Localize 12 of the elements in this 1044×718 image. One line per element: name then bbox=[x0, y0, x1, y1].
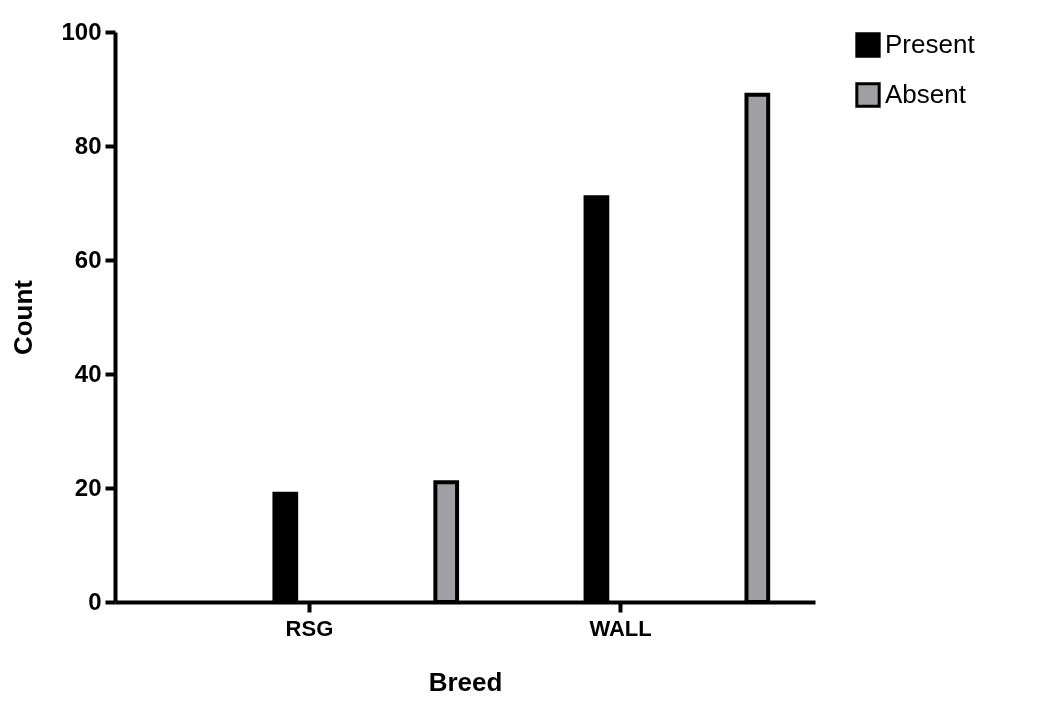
y-axis-title: Count bbox=[8, 279, 39, 356]
legend-label: Present bbox=[885, 29, 976, 59]
y-tick-label: 0 bbox=[88, 587, 102, 615]
x-axis-title: Breed bbox=[428, 666, 503, 697]
y-tick-label: 40 bbox=[74, 359, 102, 387]
y-tick-label: 80 bbox=[74, 131, 102, 159]
legend-label: Absent bbox=[885, 79, 967, 109]
x-tick-label: WALL bbox=[589, 615, 652, 641]
y-tick-label: 60 bbox=[74, 245, 102, 273]
y-tick-label: 20 bbox=[74, 473, 102, 501]
y-tick-label: 100 bbox=[61, 17, 102, 45]
x-tick-label: RSG bbox=[285, 615, 334, 641]
